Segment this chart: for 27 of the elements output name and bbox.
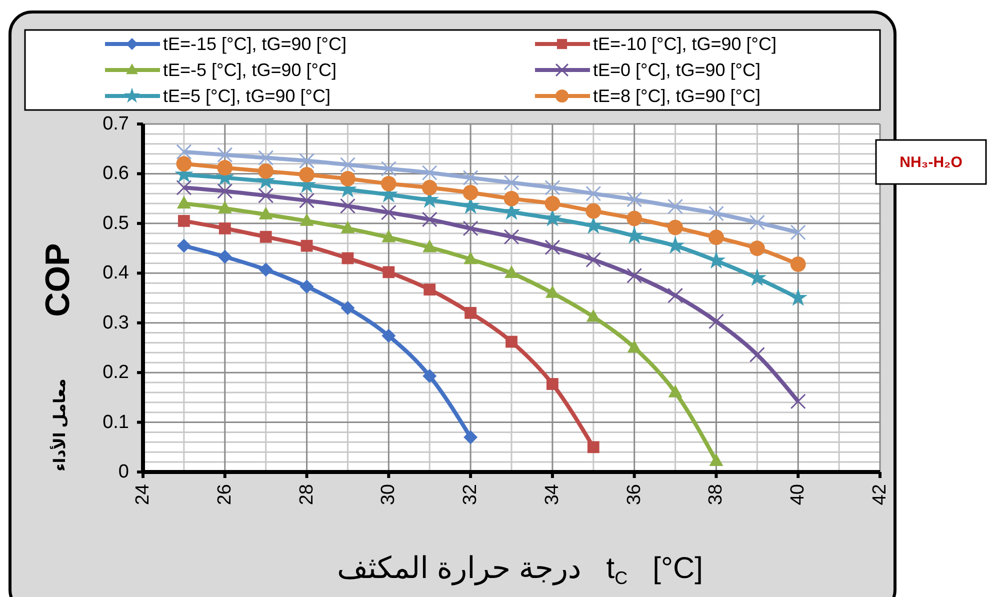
y-tick-label: 0.7 xyxy=(102,114,129,134)
x-tick-label: 32 xyxy=(460,484,482,506)
legend-label: tE=8 [°C], tG=90 [°C] xyxy=(593,86,760,106)
y-tick-label: 0.1 xyxy=(102,412,129,433)
x-tick-label: 28 xyxy=(296,484,318,506)
y-tick-label: 0.3 xyxy=(102,312,129,334)
legend-label: tE=5 [°C], tG=90 [°C] xyxy=(163,86,330,106)
y-tick-label: 0.6 xyxy=(102,163,129,184)
y-tick-label: 0.2 xyxy=(102,362,129,384)
legend-label: tE=-10 [°C], tG=90 [°C] xyxy=(593,34,776,54)
y-tick-label: 0.4 xyxy=(102,262,130,284)
x-tick-label: 42 xyxy=(870,484,890,506)
x-tick-label: 34 xyxy=(542,484,563,506)
x-tick-label: 36 xyxy=(624,484,645,506)
x-tick-label: 30 xyxy=(378,484,400,506)
y-tick-label: 0 xyxy=(118,462,129,482)
x-tick-label: 24 xyxy=(132,484,154,506)
legend-label: tE=0 [°C], tG=90 [°C] xyxy=(593,60,760,80)
legend-label: tE=-15 [°C], tG=90 [°C] xyxy=(163,34,346,54)
text: معامل الأداء xyxy=(48,378,68,472)
y-tick-label: 0.5 xyxy=(102,212,129,234)
legend-label: tE=-5 [°C], tG=90 [°C] xyxy=(163,60,336,80)
x-tick-label: 40 xyxy=(788,484,809,506)
text: NH₃-H₂O xyxy=(900,154,963,170)
y-axis-title: COP xyxy=(39,243,77,317)
x-tick-label: 26 xyxy=(214,484,236,506)
x-tick-label: 38 xyxy=(706,484,727,506)
